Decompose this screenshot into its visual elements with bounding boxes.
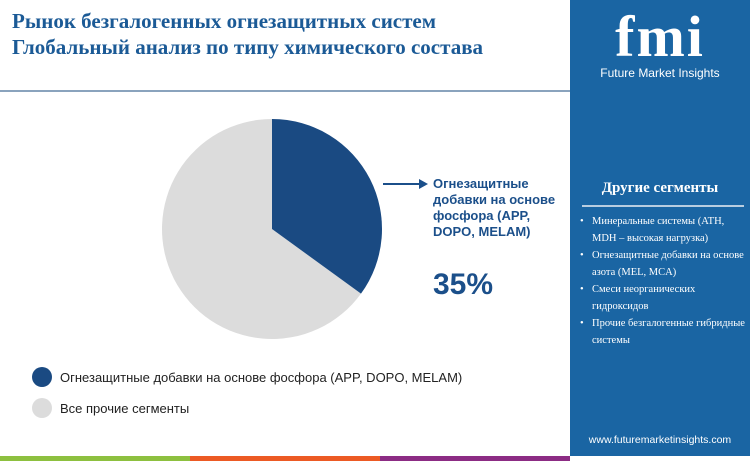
legend-swatch	[32, 367, 52, 387]
segment-item: Смеси неорганических гидроксидов	[578, 281, 746, 315]
website-link[interactable]: www.futuremarketinsights.com	[588, 434, 732, 446]
page-title: Рынок безгалогенных огнезащитных систем …	[12, 8, 572, 60]
callout-arrowhead	[419, 179, 428, 189]
panel-title: Другие сегменты	[601, 180, 719, 196]
legend-swatch	[32, 398, 52, 418]
segment-list: Минеральные системы (ATH, MDH – высокая …	[578, 213, 746, 349]
legend-item-phosphorus: Огнезащитные добавки на основе фосфора (…	[32, 367, 462, 387]
legend-label: Огнезащитные добавки на основе фосфора (…	[60, 369, 463, 385]
segment-item: Минеральные системы (ATH, MDH – высокая …	[578, 213, 746, 247]
side-panel: fmi Future Market Insights Другие сегмен…	[570, 0, 750, 456]
legend-item-other: Все прочие сегменты	[32, 398, 189, 418]
footer-bar-purple	[380, 456, 570, 461]
segment-item: Огнезащитные добавки на основе азота (ME…	[578, 247, 746, 281]
logo-subtitle: Future Market Insights	[600, 66, 720, 80]
title-line-1: Рынок безгалогенных огнезащитных систем	[12, 9, 437, 33]
title-line-2: Глобальный анализ по типу химического со…	[12, 35, 484, 59]
pie-chart	[162, 119, 428, 339]
footer-bar-green	[0, 456, 190, 461]
callout-label: Огнезащитные добавки на основе фосфора (…	[433, 176, 556, 239]
header-divider	[0, 90, 570, 92]
pie-slice-other	[162, 119, 361, 339]
pie-slice-phosphorus	[272, 119, 382, 294]
segment-item: Прочие безгалогенные гибридные системы	[578, 315, 746, 349]
fmi-logo: fmi Future Market Insights	[595, 8, 725, 88]
legend-label: Все прочие сегменты	[60, 400, 190, 416]
logo-mark: fmi	[615, 4, 705, 69]
callout-value: 35%	[433, 268, 494, 301]
footer-bar-orange	[190, 456, 380, 461]
panel-divider	[582, 205, 744, 207]
